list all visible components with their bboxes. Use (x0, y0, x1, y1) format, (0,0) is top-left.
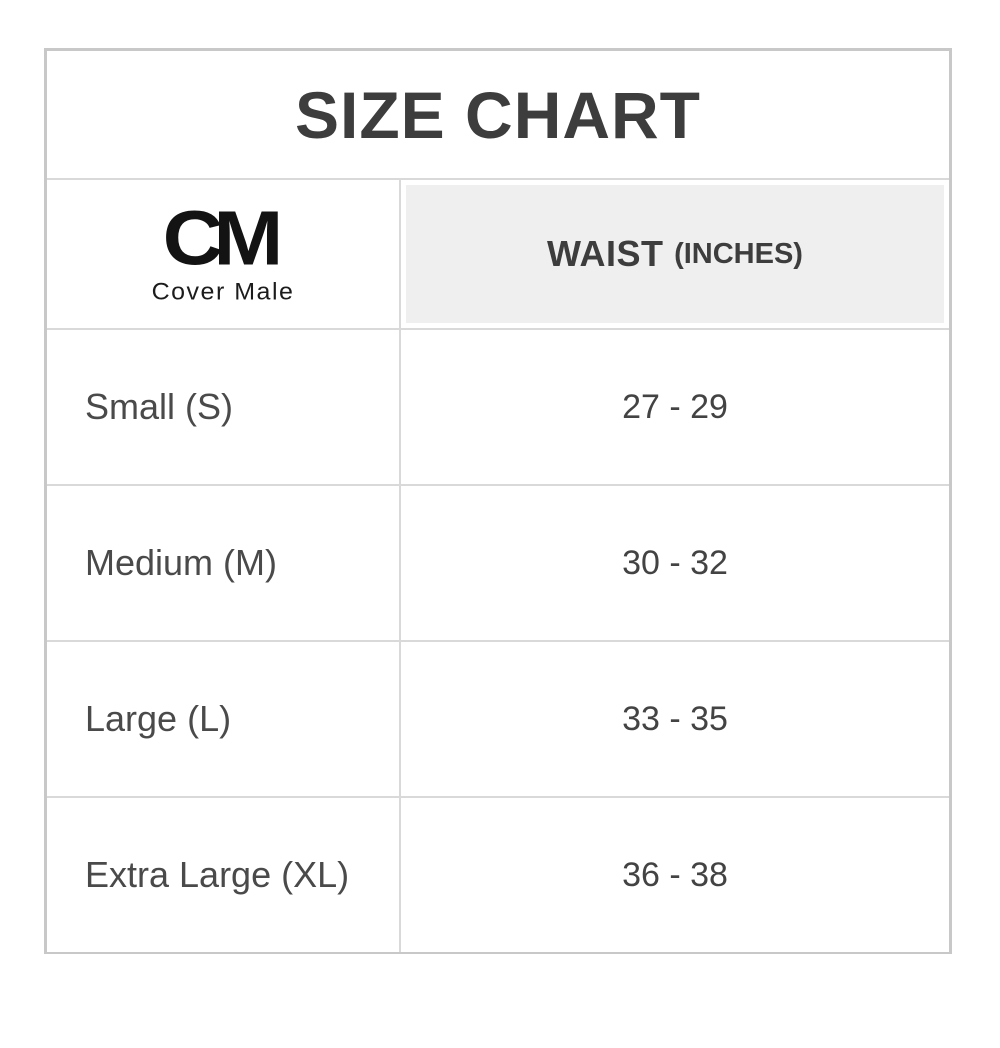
size-cell: Small (S) (47, 330, 401, 484)
brand-logo-cell: CM Cover Male (47, 180, 401, 328)
table-row: Small (S) 27 - 29 (47, 328, 949, 484)
table-header-row: CM Cover Male WAIST (INCHES) (47, 178, 949, 328)
size-cell: Large (L) (47, 642, 401, 796)
title-band: SIZE CHART (47, 51, 949, 178)
waist-cell: 33 - 35 (401, 642, 949, 796)
waist-header-cell: WAIST (INCHES) (401, 180, 949, 328)
brand-logo: CM (162, 194, 284, 282)
size-cell: Medium (M) (47, 486, 401, 640)
table-row: Medium (M) 30 - 32 (47, 484, 949, 640)
waist-cell: 30 - 32 (401, 486, 949, 640)
brand-logo-subtext: Cover Male (151, 279, 295, 306)
size-chart-table: SIZE CHART CM Cover Male WAIST (INCHES) … (44, 48, 952, 954)
header-space (664, 233, 675, 275)
waist-cell: 27 - 29 (401, 330, 949, 484)
size-cell: Extra Large (XL) (47, 798, 401, 952)
table-row: Extra Large (XL) 36 - 38 (47, 796, 949, 952)
waist-unit-label: (INCHES) (674, 237, 803, 270)
table-row: Large (L) 33 - 35 (47, 640, 949, 796)
waist-cell: 36 - 38 (401, 798, 949, 952)
waist-column-header: WAIST (547, 233, 664, 274)
page-title: SIZE CHART (295, 77, 701, 152)
